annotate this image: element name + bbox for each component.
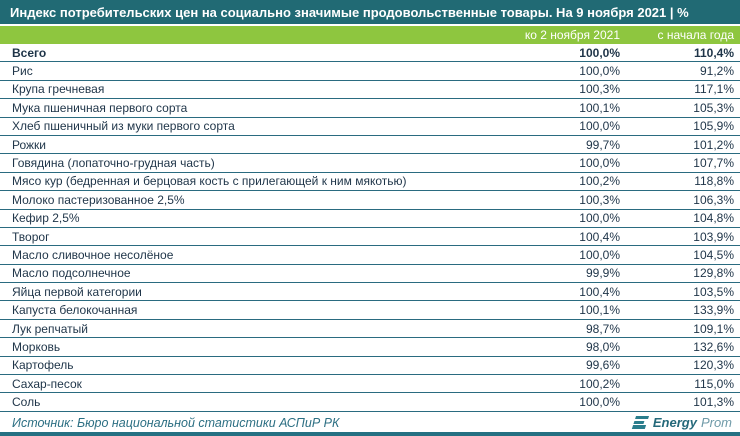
product-name: Лук репчатый: [12, 321, 88, 336]
value-ytd: 115,0%: [694, 376, 734, 391]
value-ytd: 101,3%: [693, 395, 734, 410]
value-ytd: 101,2%: [693, 137, 734, 152]
product-name: Масло подсолнечное: [12, 266, 131, 281]
value-ytd: 105,3%: [693, 100, 734, 115]
table-row: Морковь 98,0% 132,6%: [0, 338, 740, 357]
value-to-nov2: 99,6%: [585, 358, 620, 373]
table-row: Масло сливочное несолёное 100,0% 104,5%: [0, 246, 740, 265]
logo-text-prom: Prom: [700, 415, 732, 430]
value-to-nov2: 100,0%: [579, 211, 620, 226]
table-row: Сахар-песок 100,2% 115,0%: [0, 375, 740, 394]
table-row: Масло подсолнечное 99,9% 129,8%: [0, 265, 740, 284]
product-name: Рожки: [12, 137, 46, 152]
value-to-nov2: 100,0%: [579, 156, 620, 171]
table-row: Крупа гречневая 100,3% 117,1%: [0, 81, 740, 100]
product-name: Капуста белокочанная: [12, 303, 138, 318]
table-row: Соль 100,0% 101,3%: [0, 393, 740, 412]
table-row: Молоко пастеризованное 2,5% 100,3% 106,3%: [0, 191, 740, 210]
value-to-nov2: 100,0%: [579, 45, 620, 60]
table-row: Лук репчатый 98,7% 109,1%: [0, 320, 740, 339]
value-ytd: 107,7%: [693, 156, 734, 171]
value-ytd: 104,8%: [693, 211, 734, 226]
value-to-nov2: 98,0%: [585, 339, 620, 354]
value-to-nov2: 98,7%: [585, 321, 620, 336]
value-to-nov2: 99,7%: [585, 137, 620, 152]
value-ytd: 104,5%: [693, 247, 734, 262]
table-row: Картофель 99,6% 120,3%: [0, 357, 740, 376]
table-row: Яйца первой категории 100,4% 103,5%: [0, 283, 740, 302]
value-to-nov2: 100,3%: [579, 82, 620, 97]
product-name: Картофель: [12, 358, 74, 373]
source-text: Источник: Бюро национальной статистики А…: [12, 415, 340, 430]
product-name: Всего: [12, 45, 47, 60]
title-bar: Индекс потребительских цен на социально …: [0, 0, 740, 24]
value-ytd: 105,9%: [693, 119, 734, 134]
value-to-nov2: 99,9%: [585, 266, 620, 281]
table-body: Всего 100,0% 110,4% Рис 100,0% 91,2% Крупа гре…: [0, 44, 740, 413]
value-to-nov2: 100,2%: [579, 174, 620, 189]
value-to-nov2: 100,0%: [579, 64, 620, 79]
table-row: Рожки 99,7% 101,2%: [0, 136, 740, 155]
product-name: Хлеб пшеничный из муки первого сорта: [12, 119, 235, 134]
value-ytd: 120,3%: [693, 358, 734, 373]
column-header-band: ко 2 ноября 2021 с начала года: [0, 26, 740, 44]
value-ytd: 129,8%: [693, 266, 734, 281]
value-to-nov2: 100,1%: [579, 303, 620, 318]
value-ytd: 132,6%: [693, 339, 734, 354]
energyprom-logo: Energy Prom: [631, 415, 740, 430]
table-row: Говядина (лопаточно-грудная часть) 100,0%…: [0, 154, 740, 173]
product-name: Яйца первой категории: [12, 284, 142, 299]
value-ytd: 117,1%: [694, 82, 734, 97]
value-to-nov2: 100,1%: [579, 100, 620, 115]
table-row: Кефир 2,5% 100,0% 104,8%: [0, 210, 740, 228]
value-to-nov2: 100,4%: [579, 229, 620, 244]
table-row: Рис 100,0% 91,2%: [0, 62, 740, 81]
product-name: Морковь: [12, 339, 61, 354]
value-ytd: 133,9%: [693, 303, 734, 318]
page-title: Индекс потребительских цен на социально …: [10, 4, 689, 20]
value-to-nov2: 100,0%: [579, 119, 620, 134]
title-divider: [0, 24, 740, 26]
product-name: Соль: [12, 395, 41, 410]
product-name: Кефир 2,5%: [12, 211, 80, 226]
table-row: Мука пшеничная первого сорта 100,1% 105,3%: [0, 99, 740, 118]
value-to-nov2: 100,0%: [579, 247, 620, 262]
energyprom-bars-icon: [631, 416, 649, 429]
product-name: Творог: [12, 229, 50, 244]
product-name: Рис: [12, 64, 33, 79]
product-name: Мука пшеничная первого сорта: [12, 100, 188, 115]
value-to-nov2: 100,2%: [579, 376, 620, 391]
value-to-nov2: 100,4%: [579, 284, 620, 299]
bottom-accent-bar: [0, 432, 740, 436]
product-name: Говядина (лопаточно-грудная часть): [12, 156, 215, 171]
logo-text-energy: Energy: [652, 415, 697, 430]
value-ytd: 106,3%: [693, 192, 734, 207]
value-ytd: 91,2%: [699, 64, 734, 79]
table-row: Капуста белокочанная 100,1% 133,9%: [0, 301, 740, 320]
value-ytd: 118,8%: [694, 174, 734, 189]
value-to-nov2: 100,0%: [579, 395, 620, 410]
value-ytd: 109,1%: [693, 321, 734, 336]
value-ytd: 103,9%: [693, 229, 734, 244]
product-name: Молоко пастеризованное 2,5%: [12, 192, 185, 207]
column-header-to-nov2: ко 2 ноября 2021: [524, 28, 620, 42]
footer: Источник: Бюро национальной статистики А…: [0, 413, 740, 432]
product-name: Масло сливочное несолёное: [12, 247, 174, 262]
value-ytd: 103,5%: [693, 284, 734, 299]
product-name: Крупа гречневая: [12, 82, 105, 97]
table-row: Хлеб пшеничный из муки первого сорта 100,…: [0, 118, 740, 136]
column-header-ytd: с начала года: [657, 28, 734, 42]
table-row: Творог 100,4% 103,9%: [0, 228, 740, 247]
product-name: Сахар-песок: [12, 376, 82, 391]
table-row: Мясо кур (бедренная и берцовая кость с п…: [0, 173, 740, 192]
value-ytd: 110,4%: [693, 45, 734, 60]
table-row: Всего 100,0% 110,4%: [0, 44, 740, 63]
product-name: Мясо кур (бедренная и берцовая кость с п…: [12, 174, 407, 189]
value-to-nov2: 100,3%: [579, 192, 620, 207]
